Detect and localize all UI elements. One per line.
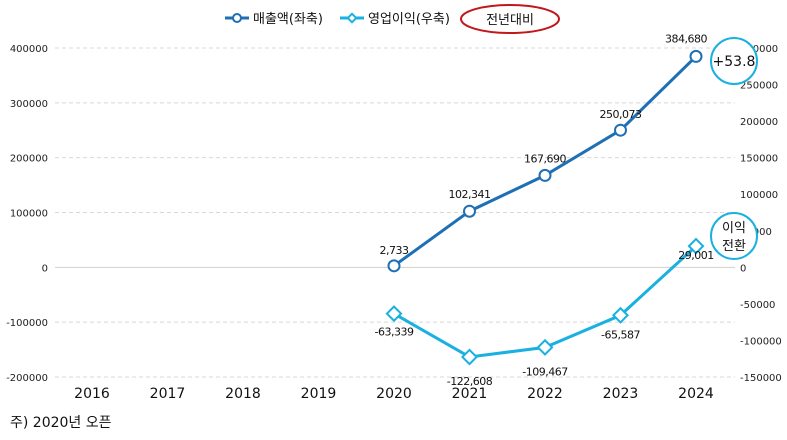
left-tick-label: 200000	[10, 154, 48, 165]
right-tick-label: 300000	[740, 44, 778, 55]
data-point-profit	[385, 305, 403, 323]
data-point-profit	[687, 237, 705, 255]
right-tick-label: 200000	[740, 117, 778, 128]
left-tick-label: 300000	[10, 99, 48, 110]
data-point-profit	[536, 338, 554, 356]
data-point-revenue	[387, 259, 401, 273]
data-label: 102,341	[449, 188, 491, 201]
legend-label: 영업이익(우축)	[368, 12, 450, 27]
left-tick-label: 100000	[10, 209, 48, 220]
data-label: 384,680	[665, 32, 707, 45]
x-tick-label: 2019	[301, 386, 337, 402]
right-tick-label: 150000	[740, 154, 778, 165]
turnaround-annotation-line2: 전환	[722, 239, 746, 254]
growth-annotation-text: +53.8	[713, 54, 756, 70]
turnaround-annotation-line1: 이익	[722, 221, 746, 236]
data-point-revenue	[463, 204, 476, 218]
right-tick-label: 250000	[740, 81, 778, 92]
right-tick-label: -50000	[740, 300, 775, 311]
data-label: 250,073	[600, 108, 642, 121]
data-label: 29,001	[678, 249, 714, 262]
data-point-profit	[612, 306, 629, 324]
right-tick-label: -100000	[740, 336, 782, 347]
data-label: -109,467	[522, 365, 568, 378]
growth-annotation-circle	[710, 37, 758, 85]
yoy-badge-ellipse	[460, 4, 560, 34]
turnaround-annotation-circle	[710, 212, 758, 260]
x-tick-label: 2016	[74, 386, 110, 402]
data-label: -122,608	[447, 375, 493, 388]
left-tick-label: -200000	[6, 373, 48, 384]
x-tick-label: 2020	[376, 386, 412, 402]
x-tick-label: 2018	[225, 386, 261, 402]
footnote: 주) 2020년 오픈	[10, 415, 112, 431]
x-tick-label: 2021	[452, 386, 488, 402]
x-tick-label: 2024	[678, 386, 714, 402]
legend-circle-icon	[232, 13, 242, 23]
right-tick-label: 0	[740, 263, 746, 274]
data-label: -63,339	[375, 326, 414, 339]
left-tick-label: 400000	[10, 44, 48, 55]
x-tick-label: 2022	[527, 386, 563, 402]
x-tick-label: 2023	[603, 386, 639, 402]
data-label: 2,733	[380, 244, 409, 257]
data-label: -65,587	[601, 328, 640, 341]
data-point-profit	[461, 348, 478, 366]
data-label: 167,690	[524, 152, 566, 165]
x-tick-label: 2017	[150, 386, 186, 402]
legend-label: 매출액(좌축)	[253, 12, 323, 27]
right-tick-label: -150000	[740, 373, 782, 384]
data-point-revenue	[689, 49, 703, 63]
legend-diamond-icon	[346, 12, 358, 24]
data-point-revenue	[538, 168, 552, 182]
left-tick-label: -100000	[6, 318, 48, 329]
right-tick-label: 100000	[740, 190, 778, 201]
data-point-revenue	[614, 123, 627, 137]
left-tick-label: 0	[42, 263, 48, 274]
yoy-badge-label: 전년대비	[486, 13, 534, 28]
